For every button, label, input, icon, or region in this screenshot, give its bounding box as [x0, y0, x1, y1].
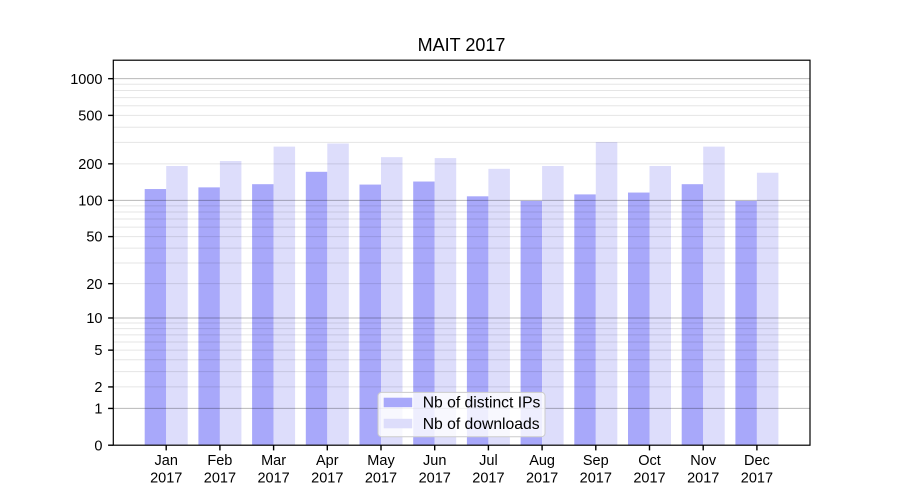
svg-text:2017: 2017 [580, 470, 612, 486]
svg-text:Dec: Dec [744, 453, 770, 469]
svg-text:Mar: Mar [261, 453, 286, 469]
svg-text:0: 0 [94, 438, 102, 454]
svg-text:1000: 1000 [70, 72, 102, 88]
svg-text:500: 500 [78, 108, 102, 124]
svg-text:Apr: Apr [316, 453, 339, 469]
svg-text:50: 50 [86, 230, 102, 246]
svg-text:Jul: Jul [479, 453, 498, 469]
svg-text:Nov: Nov [690, 453, 717, 469]
svg-text:1: 1 [94, 402, 102, 418]
svg-text:2017: 2017 [204, 470, 236, 486]
svg-text:2017: 2017 [526, 470, 558, 486]
svg-text:5: 5 [94, 343, 102, 359]
svg-text:2017: 2017 [633, 470, 665, 486]
svg-text:Aug: Aug [529, 453, 555, 469]
svg-text:Nb of distinct IPs: Nb of distinct IPs [423, 394, 541, 411]
svg-text:Jun: Jun [423, 453, 446, 469]
svg-text:Oct: Oct [638, 453, 661, 469]
svg-text:2017: 2017 [311, 470, 343, 486]
svg-text:2017: 2017 [419, 470, 451, 486]
svg-text:100: 100 [78, 193, 102, 209]
svg-text:2: 2 [94, 380, 102, 396]
svg-text:2017: 2017 [741, 470, 773, 486]
svg-text:20: 20 [86, 277, 102, 293]
svg-text:10: 10 [86, 311, 102, 327]
svg-text:Feb: Feb [207, 453, 232, 469]
svg-text:MAIT 2017: MAIT 2017 [418, 35, 506, 55]
svg-text:2017: 2017 [150, 470, 182, 486]
svg-text:200: 200 [78, 157, 102, 173]
svg-text:2017: 2017 [257, 470, 289, 486]
svg-text:Sep: Sep [583, 453, 609, 469]
svg-text:May: May [367, 453, 395, 469]
svg-text:2017: 2017 [472, 470, 504, 486]
svg-text:Jan: Jan [155, 453, 178, 469]
svg-text:Nb of downloads: Nb of downloads [423, 416, 540, 433]
svg-text:2017: 2017 [687, 470, 719, 486]
svg-text:2017: 2017 [365, 470, 397, 486]
